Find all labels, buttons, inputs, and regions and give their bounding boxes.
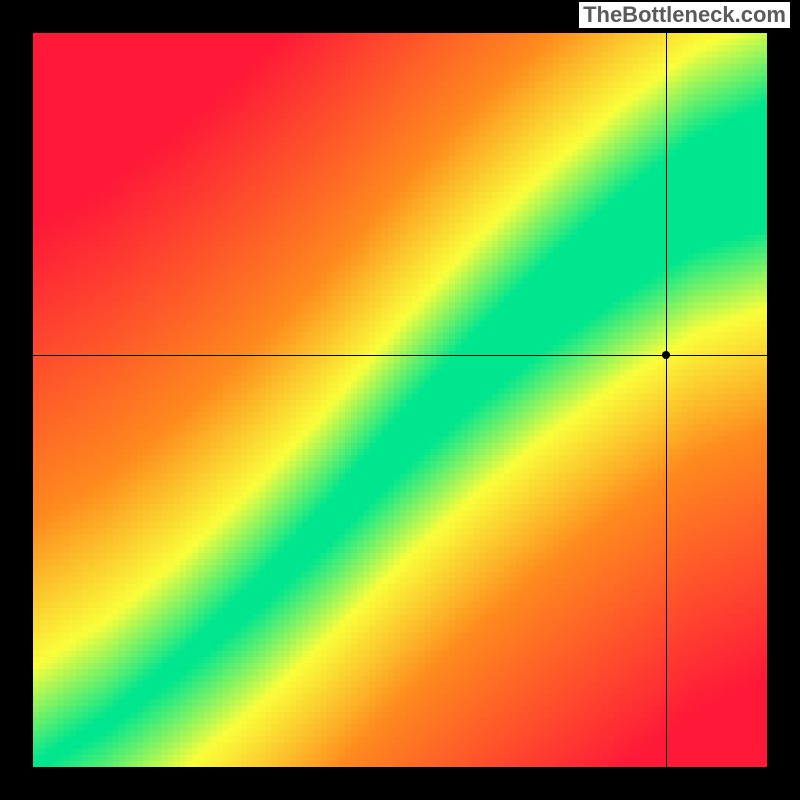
- heatmap-region: [33, 33, 767, 767]
- crosshair-vertical: [666, 33, 667, 767]
- crosshair-marker: [662, 351, 670, 359]
- crosshair-horizontal: [33, 355, 767, 356]
- heatmap-canvas: [33, 33, 767, 767]
- chart-container: TheBottleneck.com: [0, 0, 800, 800]
- watermark-label: TheBottleneck.com: [579, 2, 790, 28]
